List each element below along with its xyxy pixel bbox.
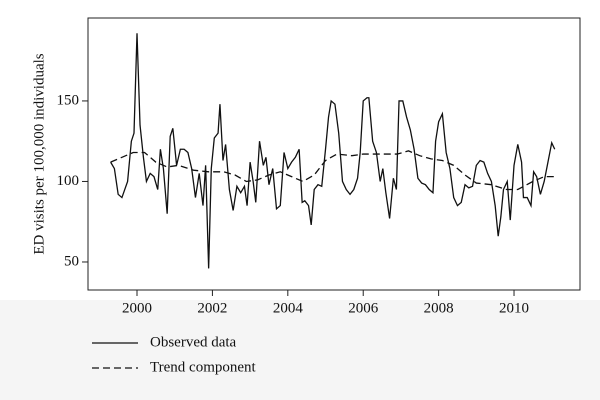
legend-band [0, 300, 600, 400]
x-tick-label: 2002 [197, 300, 227, 316]
y-tick-label: 50 [64, 253, 79, 269]
series-line [110, 33, 556, 269]
x-tick-label: 2004 [273, 300, 304, 316]
legend-label: Observed data [150, 334, 237, 350]
x-tick-label: 2006 [348, 300, 379, 316]
y-tick-label: 100 [57, 173, 80, 189]
x-tick-label: 2010 [499, 300, 529, 316]
series-line [110, 150, 555, 191]
y-tick-label: 150 [57, 92, 80, 108]
y-axis-label: ED visits per 100,000 individuals [31, 53, 47, 254]
x-tick-label: 2008 [424, 300, 454, 316]
x-tick-label: 2000 [122, 300, 152, 316]
plot-frame [87, 17, 581, 291]
legend-label: Trend component [150, 359, 257, 375]
